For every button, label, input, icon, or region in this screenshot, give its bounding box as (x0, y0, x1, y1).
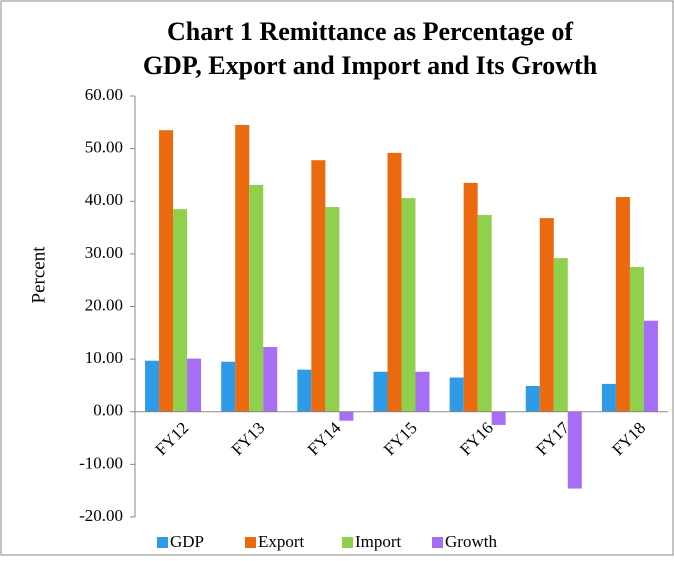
bar (553, 258, 568, 412)
bar (629, 267, 644, 412)
bar (477, 214, 492, 412)
y-axis-label: Percent (28, 246, 49, 304)
y-tick-label: 10.00 (85, 348, 123, 367)
bar (159, 130, 174, 412)
bar (173, 209, 188, 412)
bar (525, 385, 540, 412)
bar (415, 371, 430, 412)
chart-title: GDP, Export and Import and Its Growth (143, 51, 598, 80)
y-tick-label: 60.00 (85, 85, 123, 104)
bar (643, 320, 658, 412)
legend-swatch (342, 537, 353, 548)
bar (491, 411, 506, 425)
y-tick-label: 20.00 (85, 295, 123, 314)
bar (145, 360, 160, 412)
bar (401, 198, 416, 412)
bar (325, 207, 340, 412)
legend-swatch (157, 537, 168, 548)
y-tick-label: -20.00 (79, 506, 123, 525)
bar (311, 160, 326, 412)
legend-swatch (432, 537, 443, 548)
legend-swatch (245, 537, 256, 548)
bar (249, 184, 264, 412)
bar (449, 377, 464, 412)
legend-label: GDP (170, 532, 204, 551)
bar (297, 369, 312, 412)
legend-label: Export (258, 532, 305, 551)
bar (387, 152, 402, 412)
y-tick-label: -10.00 (79, 453, 123, 472)
legend-label: Import (355, 532, 402, 551)
y-tick-label: 50.00 (85, 138, 123, 157)
chart-title: Chart 1 Remittance as Percentage of (167, 17, 573, 46)
bar (463, 182, 478, 412)
bar (567, 411, 582, 489)
bar (263, 347, 278, 412)
y-tick-label: 40.00 (85, 190, 123, 209)
bar (615, 197, 630, 412)
y-tick-label: 30.00 (85, 243, 123, 262)
legend-label: Growth (445, 532, 497, 551)
bar (187, 358, 202, 412)
bar (539, 218, 554, 412)
bar (373, 371, 388, 412)
y-tick-label: 0.00 (93, 401, 123, 420)
bar (601, 383, 616, 412)
bar (339, 411, 354, 421)
bar (221, 361, 236, 412)
bar (235, 124, 250, 412)
